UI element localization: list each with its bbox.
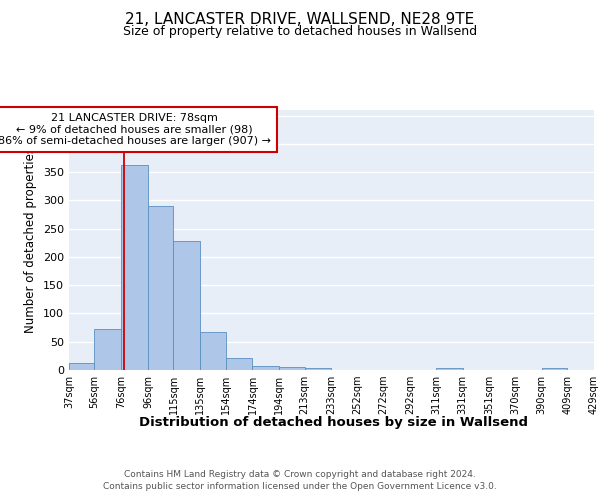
Bar (200, 332, 226, 370)
Bar (226, 358, 253, 370)
Bar (279, 366, 305, 370)
Text: Contains HM Land Registry data © Crown copyright and database right 2024.: Contains HM Land Registry data © Crown c… (124, 470, 476, 479)
Bar (121, 165, 148, 370)
Bar (69, 363, 94, 370)
Text: 21 LANCASTER DRIVE: 78sqm
← 9% of detached houses are smaller (98)
86% of semi-d: 21 LANCASTER DRIVE: 78sqm ← 9% of detach… (0, 113, 271, 146)
Bar (305, 368, 331, 370)
Text: Contains public sector information licensed under the Open Government Licence v3: Contains public sector information licen… (103, 482, 497, 491)
Bar (173, 241, 200, 370)
Text: Size of property relative to detached houses in Wallsend: Size of property relative to detached ho… (123, 25, 477, 38)
Bar (253, 366, 279, 370)
Bar (436, 368, 463, 370)
Bar (542, 368, 567, 370)
Bar (94, 330, 121, 370)
Y-axis label: Number of detached properties: Number of detached properties (25, 147, 37, 333)
Bar (148, 206, 173, 370)
Text: 21, LANCASTER DRIVE, WALLSEND, NE28 9TE: 21, LANCASTER DRIVE, WALLSEND, NE28 9TE (125, 12, 475, 28)
Text: Distribution of detached houses by size in Wallsend: Distribution of detached houses by size … (139, 416, 527, 429)
